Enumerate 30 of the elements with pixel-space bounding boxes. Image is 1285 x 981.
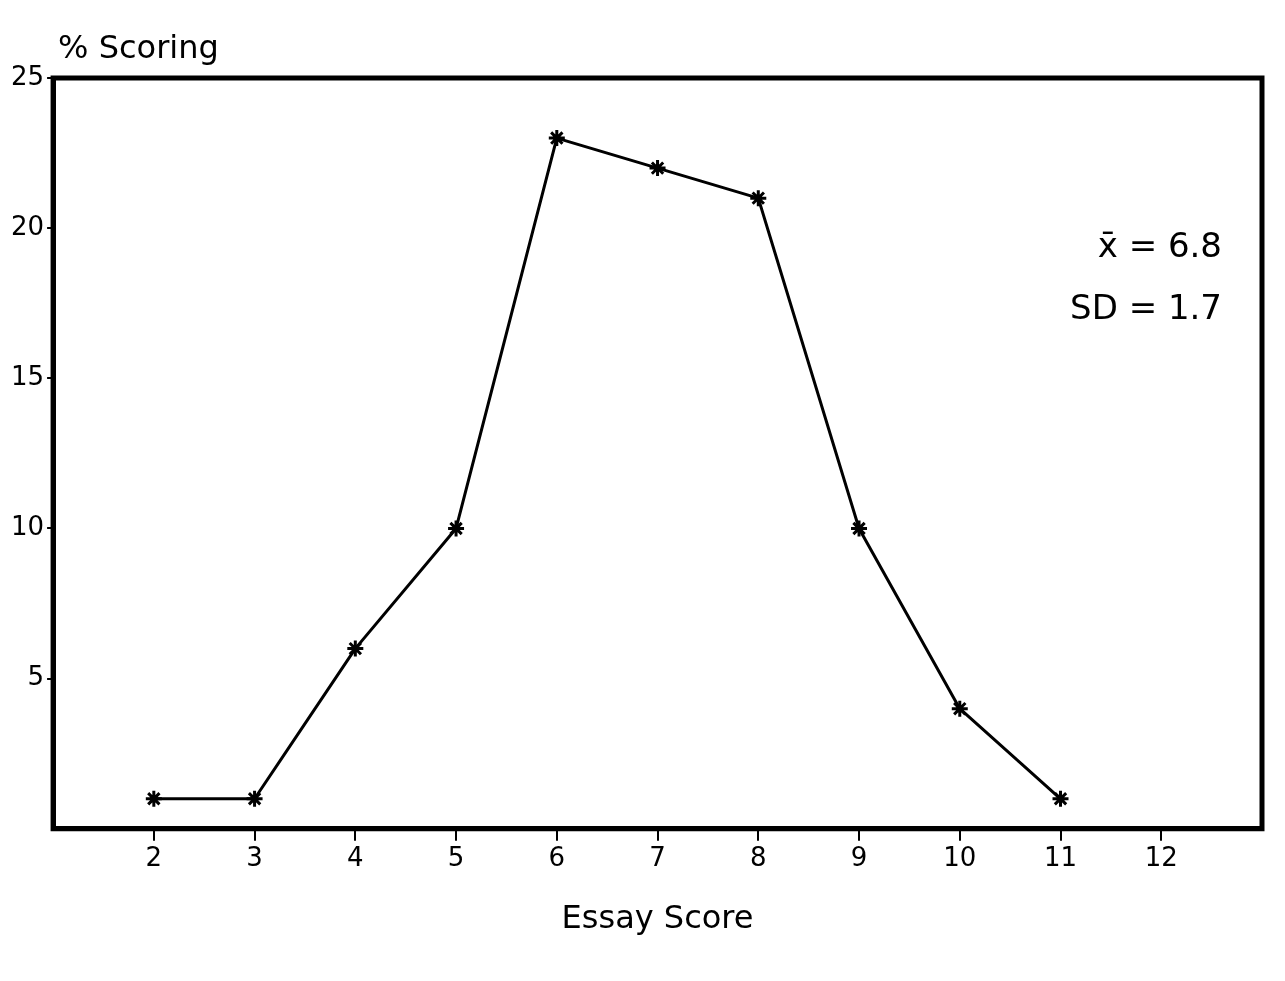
x-tick-label: 6 — [548, 842, 566, 873]
x-tick-label: 4 — [347, 842, 364, 873]
point — [648, 158, 668, 178]
x-tick-label: 3 — [246, 842, 263, 873]
point — [245, 789, 265, 809]
x-tick-label: 5 — [447, 842, 465, 873]
y-tick-label: 5 — [27, 661, 45, 692]
point — [748, 188, 768, 208]
annotation: x̄ = 6.8 — [1097, 224, 1222, 265]
point — [950, 699, 970, 719]
x-tick-label: 11 — [1043, 842, 1078, 873]
x-axis-title: Essay Score — [561, 898, 754, 937]
point — [446, 518, 466, 538]
x-tick-label: 8 — [750, 842, 767, 873]
y-axis-title: % Scoring — [58, 28, 219, 67]
x-tick-label: 9 — [850, 842, 868, 873]
point — [1051, 789, 1071, 809]
point — [345, 639, 365, 659]
point — [547, 128, 567, 148]
y-tick-label: 25 — [10, 60, 45, 91]
point — [144, 789, 164, 809]
y-tick-label: 20 — [10, 210, 45, 241]
y-tick-label: 10 — [10, 511, 45, 542]
point — [849, 518, 869, 538]
y-tick-label: 15 — [10, 361, 45, 392]
x-tick-label: 7 — [649, 842, 666, 873]
annotation: SD = 1.7 — [1070, 286, 1222, 327]
x-tick-label: 10 — [943, 842, 977, 873]
x-tick-label: 2 — [145, 842, 163, 873]
x-tick-label: 12 — [1144, 842, 1178, 873]
